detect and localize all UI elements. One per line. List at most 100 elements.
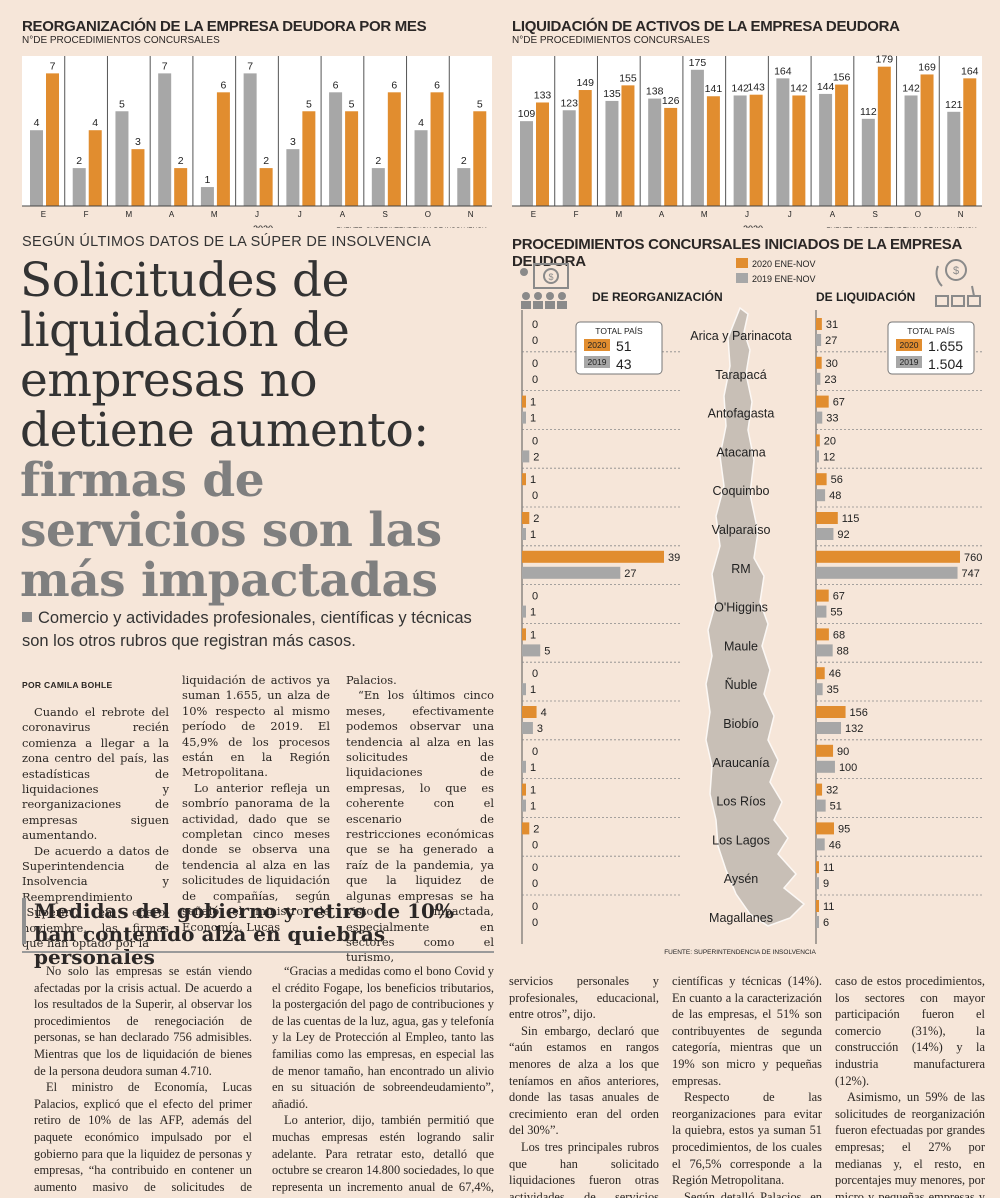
bar-liq-2019: [816, 877, 819, 890]
bar: [30, 130, 43, 206]
bar: [259, 168, 273, 206]
tick-label: S: [383, 210, 388, 219]
tick-label: O: [915, 210, 921, 219]
bar: [216, 92, 230, 206]
label-liq-2019: 12: [823, 451, 835, 463]
article-column-4: servicios personales y profesionales, ed…: [509, 973, 659, 1198]
label-liq-2019: 23: [824, 374, 836, 386]
label-liq-2020: 115: [842, 513, 860, 525]
box-accent-bar: [22, 898, 26, 944]
source-label: FUENTE: SUPERINTENDENCIA DE INSOLVENCIA: [664, 949, 816, 956]
data-label: 6: [220, 79, 226, 91]
label-reorg-2019: 0: [532, 374, 538, 386]
tick-label: F: [84, 210, 89, 219]
data-label: 121: [945, 99, 963, 111]
region-label: Los Lagos: [712, 833, 770, 847]
bar-reorg-2019: [522, 605, 526, 618]
label-reorg-2019: 0: [532, 335, 538, 347]
label-reorg-2019: 0: [532, 839, 538, 851]
label-liq-2020: 67: [833, 591, 845, 603]
bar-liq-2019: [816, 528, 834, 540]
tick-label: E: [41, 210, 46, 219]
bar: [920, 74, 934, 206]
byline: POR CAMILA BOHLE: [22, 680, 113, 690]
bar: [947, 111, 961, 206]
label-reorg-2020: 0: [532, 358, 538, 370]
data-label: 7: [50, 60, 56, 72]
label-reorg-2019: 5: [544, 645, 550, 657]
label-liq-2019: 92: [837, 529, 849, 541]
region-label: Tarapacá: [715, 368, 766, 382]
label-liq-2020: 31: [826, 319, 838, 331]
chart-title: REORGANIZACIÓN DE LA EMPRESA DEUDORA POR…: [22, 18, 427, 35]
label-liq-2019: 88: [837, 645, 849, 657]
data-label: 2: [263, 155, 269, 167]
bar-liq-2019: [816, 566, 958, 579]
data-label: 5: [477, 98, 483, 110]
label-reorg-2020: 2: [533, 513, 539, 525]
data-label: 109: [518, 108, 536, 120]
bar: [430, 92, 444, 206]
label-liq-2019: 100: [839, 762, 857, 774]
bar-liq-2020: [816, 783, 823, 796]
data-label: 179: [876, 54, 894, 66]
tick-label: M: [125, 210, 132, 219]
region-label: Coquimbo: [713, 484, 770, 498]
data-label: 126: [662, 95, 680, 107]
headline-part-1: Solicitudes de liquidación de empresas n…: [20, 253, 429, 458]
article-column-5: científicas y técnicas (14%). En cuanto …: [672, 973, 822, 1198]
chile-map-shape: [705, 306, 806, 927]
tick-label: N: [468, 210, 474, 219]
headline-part-2: firmas de servicios son las más impactad…: [20, 453, 442, 608]
liq-monthly-chart: LIQUIDACIÓN DE ACTIVOS DE LA EMPRESA DEU…: [512, 18, 982, 228]
tick-label: M: [701, 210, 708, 219]
icon-person-body: [557, 301, 567, 309]
icon-person-body: [533, 301, 543, 309]
paragraph: “En los últimos cinco meses, efectivamen…: [346, 688, 494, 965]
paragraph: Respecto de las reorganizaciones para ev…: [672, 1090, 822, 1188]
bar: [371, 168, 385, 206]
label-reorg-2019: 27: [624, 568, 636, 580]
icon-person-head: [546, 292, 554, 300]
icon-box: [951, 295, 965, 307]
bar: [792, 95, 806, 206]
region-label: Araucanía: [713, 756, 770, 770]
bar-liq-2019: [816, 760, 835, 773]
bar-liq-2020: [816, 706, 846, 718]
label-reorg-2019: 1: [530, 684, 536, 696]
bar: [877, 66, 891, 206]
box-column-2: “Gracias a medidas como el bono Covid y …: [272, 963, 494, 1198]
paragraph: Palacios.: [346, 673, 397, 687]
label-liq-2019: 747: [962, 568, 980, 580]
bar: [345, 111, 359, 206]
label-reorg-2020: 0: [532, 862, 538, 874]
bar: [286, 149, 300, 206]
label-liq-2019: 46: [829, 839, 841, 851]
label-reorg-2019: 1: [530, 529, 536, 541]
data-label: 3: [290, 136, 296, 148]
data-label: 3: [135, 136, 141, 148]
data-label: 6: [391, 79, 397, 91]
total-label: TOTAL PAÍS: [595, 326, 643, 336]
bar-liq-2019: [816, 450, 819, 463]
source-label: FUENTE: SUPERINTENDENCIA DE INSOLVENCIA: [336, 227, 488, 228]
label-reorg-2020: 1: [530, 629, 536, 641]
bar: [776, 78, 790, 206]
box-rule: [22, 951, 494, 953]
tick-label: A: [169, 210, 175, 219]
bar-reorg-2020: [522, 628, 526, 641]
bar-liq-2019: [816, 411, 823, 424]
total-2020: 51: [616, 338, 632, 354]
bar: [243, 73, 257, 206]
year-badge-2019: [896, 356, 922, 368]
data-label: 5: [349, 98, 355, 110]
region-label: Arica y Parinacota: [690, 329, 791, 343]
box-column-1: No solo las empresas se están viendo afe…: [34, 963, 252, 1198]
year-badge-2020: [896, 339, 922, 351]
bar-liq-2019: [816, 334, 822, 346]
article-column-3: Palacios. “En los últimos cinco meses, e…: [346, 673, 494, 966]
data-label: 112: [860, 106, 877, 118]
icon-coin: [543, 268, 559, 284]
label-liq-2020: 11: [823, 862, 834, 874]
year-badge-label: 2020: [900, 340, 919, 350]
